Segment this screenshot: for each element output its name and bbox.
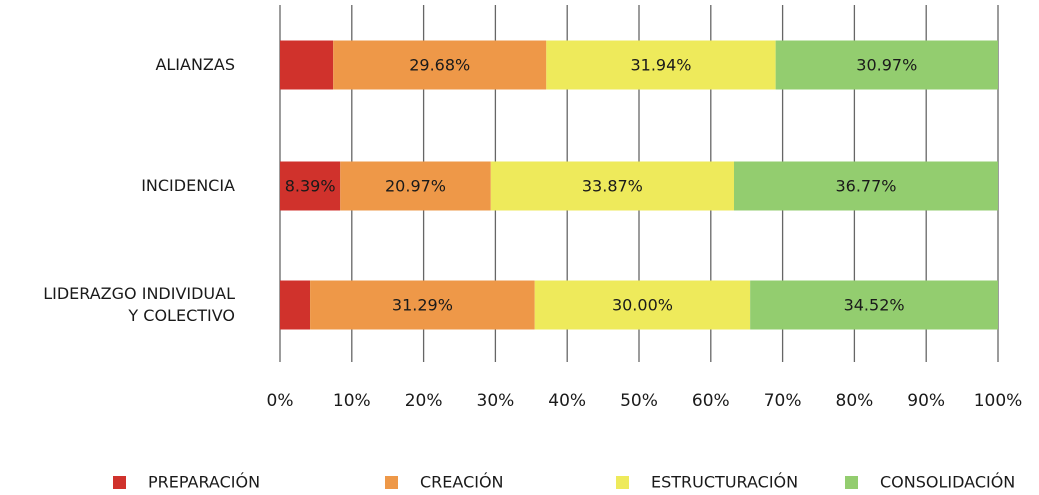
x-tick-label: 100% [974,391,1023,411]
bar-segment [546,40,776,90]
value-label: 30.97% [856,56,917,75]
value-label: 34.52% [844,296,905,315]
bar-segment [340,161,491,211]
category-label: LIDERAZGO INDIVIDUAL Y COLECTIVO [43,284,235,325]
bar-segment [280,40,334,90]
value-label: 31.94% [630,56,691,75]
legend-label: CONSOLIDACIÓN [880,473,1015,492]
bar-segment [490,161,734,211]
bar-segment [333,40,547,90]
bar-segment [733,161,998,211]
legend-swatch [616,476,629,489]
value-label: 30.00% [612,296,673,315]
value-label: 8.39% [285,177,336,196]
value-label: 31.29% [392,296,453,315]
x-tick-label: 10% [333,391,371,411]
bar-segment [280,280,311,330]
legend-swatch [385,476,398,489]
x-tick-label: 50% [620,391,658,411]
x-tick-label: 60% [692,391,730,411]
bar-segment [775,40,998,90]
x-tick-label: 80% [836,391,874,411]
legend-swatch [113,476,126,489]
x-tick-label: 90% [907,391,945,411]
bar-segment [310,280,535,330]
x-tick-label: 20% [405,391,443,411]
x-tick-label: 40% [548,391,586,411]
legend-label: CREACIÓN [420,473,504,492]
value-label: 29.68% [409,56,470,75]
legend-swatch [845,476,858,489]
x-tick-label: 30% [477,391,515,411]
value-label: 36.77% [835,177,896,196]
value-label: 20.97% [385,177,446,196]
bar-segment [534,280,751,330]
bar-segment [280,161,341,211]
legend-label: PREPARACIÓN [148,473,260,492]
category-label: ALIANZAS [155,55,235,74]
category-label: INCIDENCIA [141,176,235,195]
value-label: 33.87% [582,177,643,196]
bar-segment [750,280,998,330]
x-tick-label: 70% [764,391,802,411]
legend-label: ESTRUCTURACIÓN [651,473,798,492]
x-tick-label: 0% [267,391,294,411]
